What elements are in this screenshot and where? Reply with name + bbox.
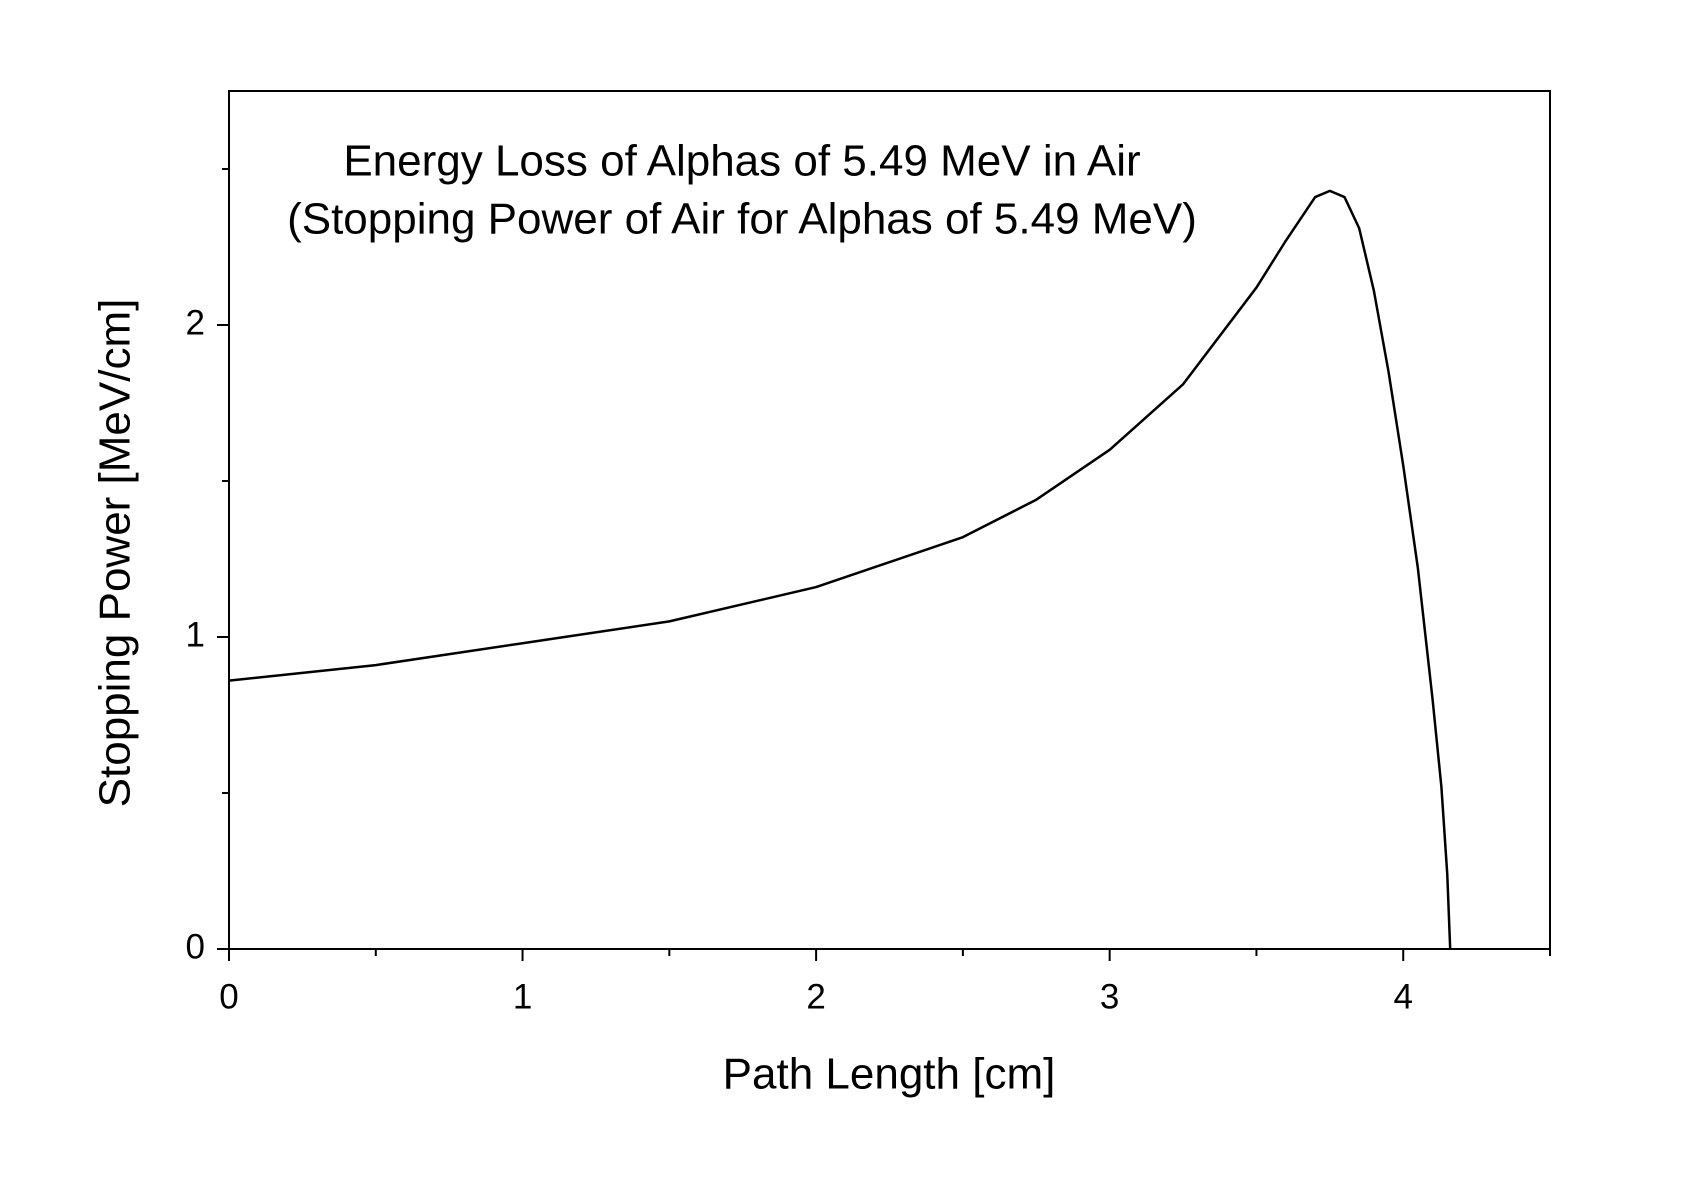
x-axis-label: Path Length [cm]	[723, 1050, 1056, 1099]
plot-frame	[228, 90, 1551, 950]
x-tick-label: 2	[806, 977, 825, 1016]
chart-title: Energy Loss of Alphas of 5.49 MeV in Air	[343, 137, 1140, 186]
data-line	[228, 189, 1452, 950]
chart-subtitle: (Stopping Power of Air for Alphas of 5.4…	[287, 195, 1197, 244]
x-tick-label: 4	[1393, 977, 1412, 1016]
y-tick-label: 1	[186, 615, 205, 654]
x-tick-label: 1	[513, 977, 532, 1016]
x-tick-label: 3	[1100, 977, 1119, 1016]
y-tick-label: 0	[186, 927, 205, 966]
y-axis-label: Stopping Power [MeV/cm]	[91, 299, 140, 808]
x-tick-label: 0	[219, 977, 238, 1016]
y-tick-label: 2	[186, 303, 205, 342]
